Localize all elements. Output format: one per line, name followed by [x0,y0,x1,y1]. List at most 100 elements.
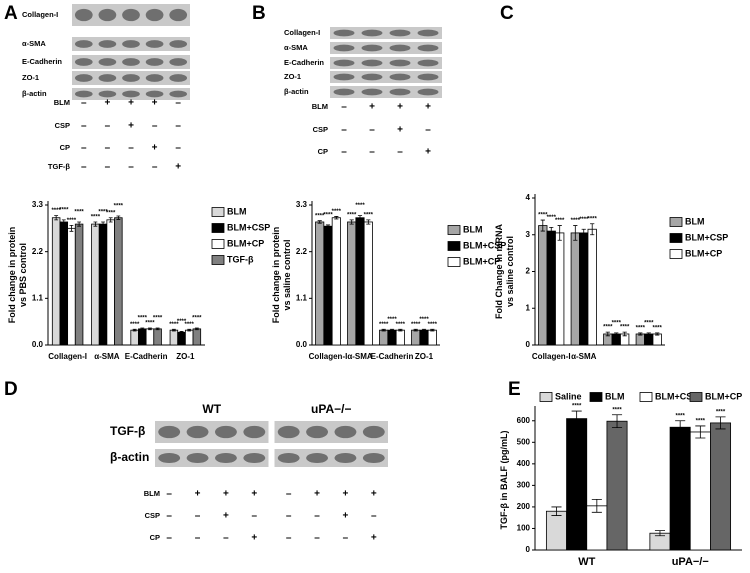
blot-strip [330,27,442,39]
x-tick-label: Collagen-I [48,352,87,361]
significance-label: **** [51,208,61,214]
y-tick-label: 300 [517,480,531,489]
error-bar [357,215,363,221]
error-bar [655,332,660,336]
panel-letter: C [500,3,514,24]
significance-label: **** [675,413,685,419]
y-tick-label: 0 [526,545,531,554]
treatment-sign: – [128,162,134,173]
bar [689,431,711,551]
blot-band [417,73,439,81]
error-bar [605,331,610,337]
blot-band [389,73,411,81]
treatment-sign: – [128,143,134,154]
y-tick-label: 3.3 [32,200,44,209]
error-bar [654,530,666,537]
error-bar [389,328,395,332]
error-bar [334,216,339,220]
significance-label: **** [572,404,582,410]
treatment-label: CP [150,533,160,542]
error-bar [551,506,562,516]
treatment-sign: – [397,147,403,158]
significance-label: **** [555,218,565,224]
significance-label: **** [411,322,421,328]
blot-band [169,74,188,82]
bar [395,329,405,346]
significance-label: **** [98,210,108,216]
legend-swatch [669,249,683,259]
treatment-label: CSP [55,121,70,130]
blot-band [389,44,411,52]
significance-label: **** [588,216,598,222]
blot-band [389,59,411,67]
treatment-sign: + [314,489,320,500]
treatment-sign: + [425,147,431,158]
significance-label: **** [379,322,389,328]
blot-band [215,425,237,439]
treatment-sign: + [251,489,257,500]
blot-band [333,29,355,37]
blot-strip [330,71,442,83]
bar [606,420,628,551]
bar [555,232,565,346]
legend-swatch [669,217,683,227]
legend-swatch [447,241,461,251]
blot-band [417,88,439,96]
legend-swatch [589,392,603,402]
significance-label: **** [192,316,202,322]
error-bar [171,328,176,332]
error-bar [675,420,686,435]
treatment-sign: – [223,533,229,544]
error-bar [116,215,121,220]
treatment-sign: – [286,511,292,522]
bar [177,331,186,346]
x-tick-label: ZO-1 [415,352,434,361]
significance-label: **** [620,325,630,331]
legend-swatch [447,225,461,235]
y-tick-label: 4 [526,193,531,202]
blot-band [145,90,164,98]
significance-label: **** [364,212,374,218]
y-tick-label: 0.0 [296,340,308,349]
legend-label: BLM+CP [685,248,722,258]
blot-band [333,73,355,81]
treatment-sign: + [425,102,431,113]
blot-band [158,452,181,464]
y-axis-label-line: vs saline control [282,239,292,310]
bar [138,328,147,346]
blot-band [389,88,411,96]
bar [184,329,194,346]
treatment-sign: – [252,511,258,522]
blot-band [122,40,140,48]
significance-label: **** [419,317,429,323]
treatment-sign: – [81,121,87,132]
treatment-sign: – [314,511,320,522]
y-tick-label: 0 [526,340,531,349]
error-bar [557,225,562,241]
y-tick-label: 1.1 [296,293,308,302]
bar [145,328,155,346]
legend-swatch [211,207,225,217]
blot-band [145,74,164,82]
error-bar [366,219,371,225]
treatment-sign: – [341,147,347,158]
blot-band [169,40,188,48]
blot-strip [274,449,388,467]
bar [130,329,139,346]
significance-label: **** [153,316,163,322]
error-bar [430,328,435,332]
blot-band [306,452,328,464]
y-tick-label: 0.0 [32,340,44,349]
treatment-sign: + [343,489,349,500]
error-bar [540,219,545,232]
legend-swatch [211,223,225,233]
significance-label: **** [91,215,101,221]
blot-band [169,90,188,98]
error-bar [413,328,418,332]
legend-label: BLM+CSP [655,391,698,401]
treatment-sign: – [81,143,87,154]
treatment-sign: – [105,121,111,132]
bar [546,230,556,346]
treatment-sign: + [371,533,377,544]
blot-band [361,59,383,67]
